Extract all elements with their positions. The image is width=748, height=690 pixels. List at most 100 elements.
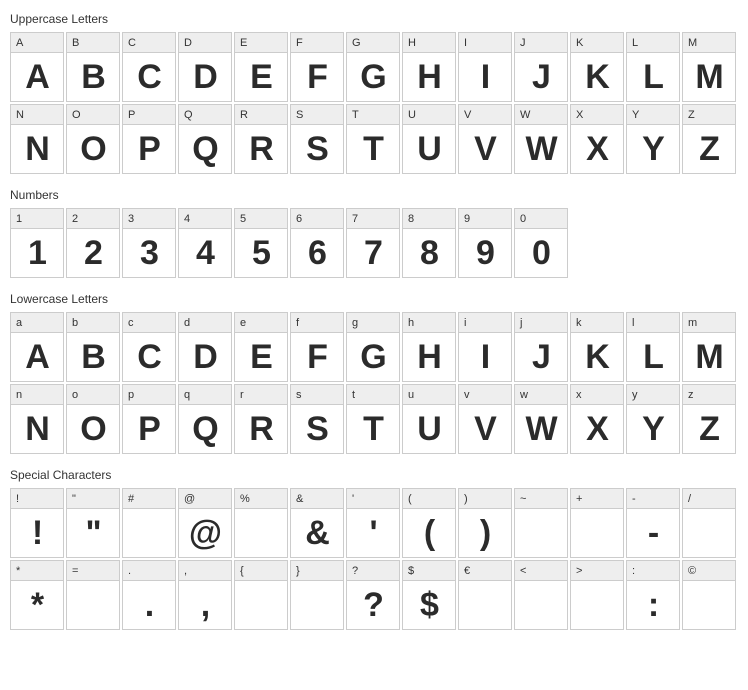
glyph-cell: 88 <box>402 208 456 278</box>
glyph-cell-glyph <box>515 509 567 557</box>
glyph-cell-header: v <box>459 385 511 405</box>
glyph-cell-glyph: N <box>11 125 63 173</box>
glyph-cell-header: z <box>683 385 735 405</box>
glyph-cell-glyph: Q <box>179 125 231 173</box>
glyph-cell-glyph: K <box>571 53 623 101</box>
glyph-cell-glyph: 2 <box>67 229 119 277</box>
glyph-cell-header: D <box>179 33 231 53</box>
glyph-cell-glyph <box>67 581 119 629</box>
glyph-cell-header: m <box>683 313 735 333</box>
glyph-cell-header: / <box>683 489 735 509</box>
glyph-cell: tT <box>346 384 400 454</box>
glyph-cell: 11 <box>10 208 64 278</box>
glyph-cell: % <box>234 488 288 558</box>
glyph-cell: € <box>458 560 512 630</box>
glyph-cell: 99 <box>458 208 512 278</box>
glyph-cell-header: k <box>571 313 623 333</box>
glyph-cell: AA <box>10 32 64 102</box>
glyph-cell: eE <box>234 312 288 382</box>
glyph-cell-glyph: F <box>291 53 343 101</box>
glyph-cell: { <box>234 560 288 630</box>
glyph-cell-glyph: - <box>627 509 679 557</box>
glyph-cell-glyph: D <box>179 333 231 381</box>
glyph-cell: 22 <box>66 208 120 278</box>
glyph-cell-header: H <box>403 33 455 53</box>
glyph-cell-header: j <box>515 313 567 333</box>
glyph-cell-glyph: W <box>515 125 567 173</box>
glyph-cell-header: N <box>11 105 63 125</box>
glyph-cell-header: V <box>459 105 511 125</box>
glyph-cell-header: l <box>627 313 679 333</box>
glyph-cell-glyph: " <box>67 509 119 557</box>
glyph-cell-header: Z <box>683 105 735 125</box>
section-title: Special Characters <box>10 468 738 482</box>
glyph-cell-glyph: A <box>11 333 63 381</box>
glyph-cell: 77 <box>346 208 400 278</box>
glyph-cell-header: B <box>67 33 119 53</box>
glyph-cell: KK <box>570 32 624 102</box>
glyph-cell-header: 1 <box>11 209 63 229</box>
glyph-cell-glyph: H <box>403 333 455 381</box>
section-title: Numbers <box>10 188 738 202</box>
glyph-cell-header: x <box>571 385 623 405</box>
glyph-cell-glyph: @ <box>179 509 231 557</box>
glyph-cell-header: % <box>235 489 287 509</box>
glyph-cell-glyph: 4 <box>179 229 231 277</box>
glyph-cell: rR <box>234 384 288 454</box>
glyph-cell-header: 6 <box>291 209 343 229</box>
glyph-cell-header: C <box>123 33 175 53</box>
glyph-cell-header: X <box>571 105 623 125</box>
glyph-cell: jJ <box>514 312 568 382</box>
glyph-cell-glyph: D <box>179 53 231 101</box>
glyph-cell-glyph: * <box>11 581 63 629</box>
glyph-cell-header: © <box>683 561 735 581</box>
glyph-cell-header: ' <box>347 489 399 509</box>
glyph-cell: PP <box>122 104 176 174</box>
glyph-cell: # <box>122 488 176 558</box>
glyph-cell-glyph: ' <box>347 509 399 557</box>
glyph-cell-glyph: X <box>571 405 623 453</box>
font-chart-container: Uppercase LettersAABBCCDDEEFFGGHHIIJJKKL… <box>10 12 738 630</box>
glyph-cell: xX <box>570 384 624 454</box>
glyph-cell-header: } <box>291 561 343 581</box>
glyph-cell: SS <box>290 104 344 174</box>
glyph-cell-header: . <box>123 561 175 581</box>
glyph-cell: ,, <box>178 560 232 630</box>
glyph-cell-header: h <box>403 313 455 333</box>
glyph-cell: XX <box>570 104 624 174</box>
glyph-cell-header: K <box>571 33 623 53</box>
glyph-cell: hH <box>402 312 456 382</box>
glyph-cell-glyph: ) <box>459 509 511 557</box>
glyph-cell-glyph: . <box>123 581 175 629</box>
glyph-cell-header: = <box>67 561 119 581</box>
glyph-cell-glyph: X <box>571 125 623 173</box>
glyph-cell: < <box>514 560 568 630</box>
glyph-cell: aA <box>10 312 64 382</box>
glyph-cell: :: <box>626 560 680 630</box>
glyph-cell: FF <box>290 32 344 102</box>
glyph-cell-glyph <box>235 581 287 629</box>
glyph-cell-glyph: J <box>515 333 567 381</box>
glyph-cell-header: q <box>179 385 231 405</box>
glyph-cell-header: 9 <box>459 209 511 229</box>
glyph-cell-glyph: L <box>627 53 679 101</box>
glyph-cell-glyph: P <box>123 125 175 173</box>
glyph-cell: !! <box>10 488 64 558</box>
glyph-cell-header: & <box>291 489 343 509</box>
glyph-cell-glyph: L <box>627 333 679 381</box>
glyph-cell: RR <box>234 104 288 174</box>
glyph-cell-header: $ <box>403 561 455 581</box>
glyph-cell-header: : <box>627 561 679 581</box>
glyph-cell-glyph: G <box>347 53 399 101</box>
glyph-cell-glyph: E <box>235 53 287 101</box>
glyph-cell: .. <box>122 560 176 630</box>
glyph-cell: EE <box>234 32 288 102</box>
glyph-cell-header: < <box>515 561 567 581</box>
glyph-cell-header: > <box>571 561 623 581</box>
glyph-cell-glyph: & <box>291 509 343 557</box>
glyph-cell-header: e <box>235 313 287 333</box>
glyph-cell: TT <box>346 104 400 174</box>
glyph-grid: AABBCCDDEEFFGGHHIIJJKKLLMMNNOOPPQQRRSSTT… <box>10 32 738 174</box>
glyph-cell: sS <box>290 384 344 454</box>
glyph-cell-header: r <box>235 385 287 405</box>
